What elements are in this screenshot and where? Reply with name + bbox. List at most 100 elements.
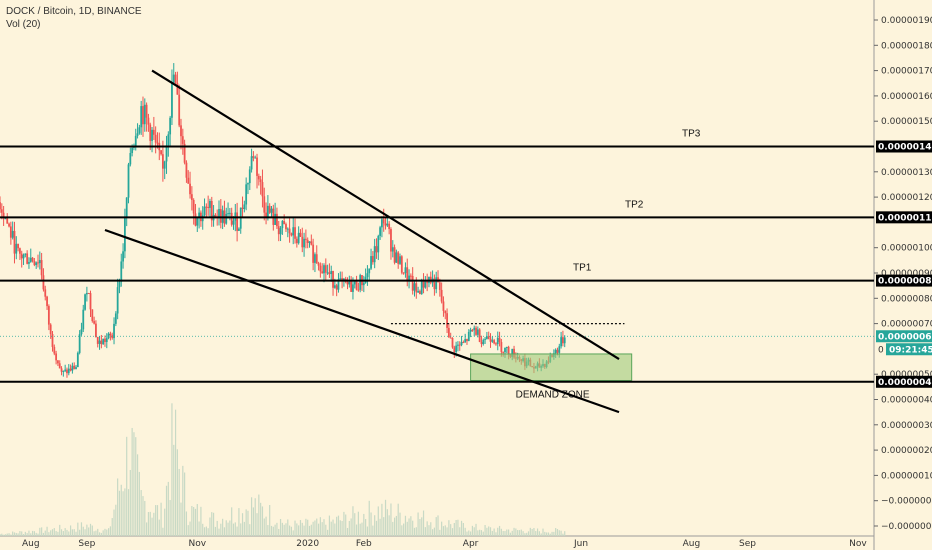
candle-body [163,161,166,169]
volume-bar [59,524,61,536]
volume-bar [421,517,423,536]
level-annotation-tp2: TP2 [625,199,644,210]
volume-bar [193,507,195,536]
candle-body [196,218,199,226]
volume-bar [278,528,280,536]
volume-bar [42,532,45,536]
candle-body [476,329,479,335]
candle-body [458,344,461,346]
candle-body [66,369,68,374]
trendline-lower[interactable] [104,228,620,414]
price-tick-label: 0.00000120 [881,193,932,203]
candle-body [332,271,334,288]
volume-bar [470,531,472,536]
volume-bar [555,528,557,536]
volume-bar [460,520,463,536]
candle-body [160,150,162,155]
volume-bar [308,525,311,536]
candle-body [397,252,400,264]
candle-body [433,278,436,290]
candle-body [294,227,296,239]
volume-bar [346,527,349,536]
candle-body [142,106,144,125]
candle-body [154,134,157,143]
candle-body [256,157,258,176]
candle-body [350,279,353,292]
volume-bar [84,529,86,536]
volume-bar [336,516,338,536]
volume-bar [184,472,186,536]
candle-body [51,334,54,347]
volume-bar [205,526,207,536]
volume-bar [270,525,273,536]
volume-bar [392,521,394,536]
volume-bar [446,527,448,536]
volume-bar [160,502,162,536]
volume-bar [12,531,14,536]
candle-body [304,238,307,240]
volume-bar [339,520,341,536]
volume-bar [328,515,331,536]
volume-bar [441,521,443,536]
volume-bar [357,511,359,536]
volume-bar [100,532,102,536]
candle-body [478,329,481,342]
candle-body [362,282,365,286]
candle-body [496,337,499,345]
candle-body [140,106,143,128]
candle-body [227,213,229,215]
volume-bar [60,529,63,536]
candle-body [69,368,72,371]
volume-bar [513,527,515,536]
volume-bar [531,528,533,536]
volume-bar [426,521,428,536]
candle-body [352,284,354,292]
candle-body [261,182,264,197]
candle-body [47,306,50,325]
candle-body [245,184,248,205]
volume-bar [281,522,283,536]
candle-body [49,324,52,335]
volume-bar [3,534,5,536]
candle-body [473,327,476,331]
volume-bar [22,534,25,536]
candle-body [111,335,114,339]
candle-body [449,337,452,339]
candle-body [457,344,459,346]
candle-body [326,272,329,274]
volume-bar [450,524,452,536]
volume-bar [220,523,222,536]
candle-body [495,343,497,345]
trendline-upper[interactable] [151,69,620,360]
volume-bar [547,532,550,536]
volume-bar [198,521,200,536]
candle-body [444,310,447,314]
candle-body [53,346,56,354]
candle-body [390,229,392,252]
volume-bar [131,427,133,536]
demand-zone-box[interactable] [470,353,633,382]
volume-bar [303,525,305,536]
volume-bar [462,523,464,536]
volume-bar [102,530,104,536]
candle-body [493,340,496,344]
volume-bar [479,529,481,536]
candle-body [127,164,130,198]
volume-bar [138,471,140,536]
candle-body [504,348,506,353]
volume-bar [325,524,327,536]
volume-bar [377,506,379,536]
volume-bar [55,531,57,536]
volume-bar [298,525,300,536]
time-tick-label: Sep [78,539,95,549]
volume-bar [319,517,321,536]
level-badge-label: 0.00000047 [878,378,932,388]
candle-body [172,74,175,83]
volume-bar [395,515,397,536]
candle-body [317,263,320,266]
volume-bar [53,528,55,536]
volume-bar [272,526,274,536]
price-tick-label: 0.00000030 [881,421,932,431]
candle-body [507,346,510,355]
